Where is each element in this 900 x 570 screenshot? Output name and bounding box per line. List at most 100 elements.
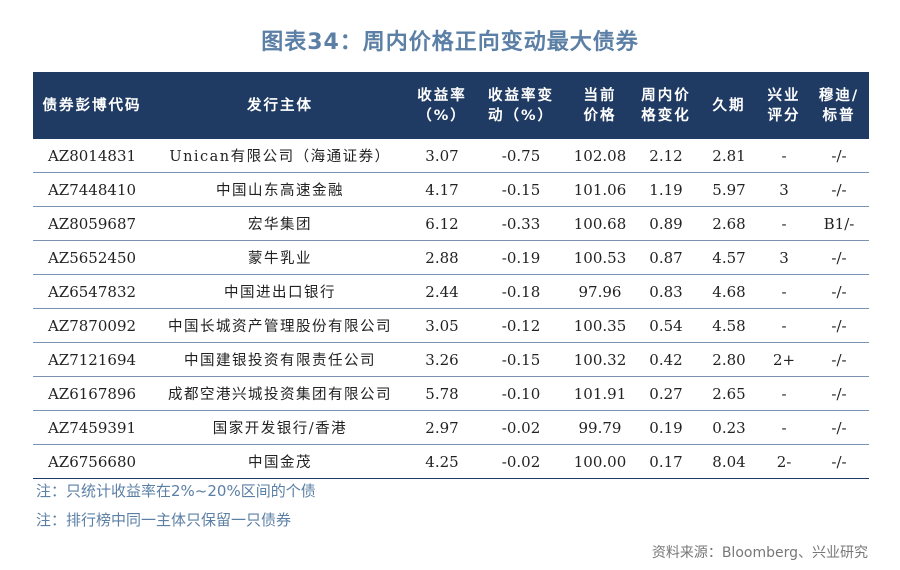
cell-yield: 2.97 <box>409 410 475 445</box>
cell-score: 3 <box>759 240 809 275</box>
cell-issuer: 蒙牛乳业 <box>151 240 409 275</box>
table-row: AZ6547832 中国进出口银行 2.44 -0.18 97.96 0.83 4.68- -… <box>33 274 869 309</box>
cell-rating: -/- <box>809 444 869 479</box>
cell-code: AZ7459391 <box>33 410 151 445</box>
cell-code: AZ5652450 <box>33 240 151 275</box>
cell-yield: 3.05 <box>409 308 475 343</box>
cell-yield-change: -0.33 <box>475 206 567 241</box>
cell-yield-change: -0.75 <box>475 139 567 173</box>
cell-yield: 2.44 <box>409 274 475 309</box>
cell-score: - <box>759 206 809 241</box>
cell-code: AZ7448410 <box>33 172 151 207</box>
cell-code: AZ7121694 <box>33 342 151 377</box>
cell-duration: 2.81 <box>699 139 759 173</box>
cell-score: - <box>759 308 809 343</box>
header-code: 债券彭博代码 <box>33 72 151 139</box>
cell-price-change: 0.17 <box>633 444 699 479</box>
cell-score: - <box>759 410 809 445</box>
cell-rating: -/- <box>809 172 869 207</box>
cell-yield-change: -0.15 <box>475 342 567 377</box>
cell-duration: 8.04 <box>699 444 759 479</box>
cell-price-change: 0.27 <box>633 376 699 411</box>
table-row: AZ7121694 中国建银投资有限责任公司 3.26 -0.15 100.32 0.42… <box>33 342 869 377</box>
cell-price: 101.91 <box>567 376 633 411</box>
cell-rating: -/- <box>809 240 869 275</box>
cell-issuer: 中国建银投资有限责任公司 <box>151 342 409 377</box>
cell-code: AZ6547832 <box>33 274 151 309</box>
cell-price-change: 0.42 <box>633 342 699 377</box>
cell-price-change: 0.89 <box>633 206 699 241</box>
cell-price-change: 0.87 <box>633 240 699 275</box>
cell-price: 97.96 <box>567 274 633 309</box>
cell-price-change: 0.19 <box>633 410 699 445</box>
cell-price: 100.32 <box>567 342 633 377</box>
cell-rating: -/- <box>809 410 869 445</box>
cell-duration: 0.23 <box>699 410 759 445</box>
cell-issuer: 中国进出口银行 <box>151 274 409 309</box>
page-title: 图表34：周内价格正向变动最大债券 <box>261 30 639 55</box>
table-row: AZ7459391 国家开发银行/香港 2.97 -0.02 99.79 0.19 0.23… <box>33 410 869 445</box>
cell-yield: 5.78 <box>409 376 475 411</box>
cell-yield: 3.07 <box>409 139 475 173</box>
table-row: AZ5652450 蒙牛乳业 2.88 -0.19 100.53 0.87 4.57 3 -/- <box>33 240 869 275</box>
cell-yield: 6.12 <box>409 206 475 241</box>
cell-issuer: 成都空港兴城投资集团有限公司 <box>151 376 409 411</box>
cell-price: 100.53 <box>567 240 633 275</box>
bond-table: 债券彭博代码 发行主体 收益率 （%） 收益率变 动（%） 当前 价格 周内价 格变化 … <box>33 72 869 479</box>
header-rating: 穆迪/标普 <box>809 72 869 139</box>
cell-issuer: Unican有限公司（海通证券） <box>151 139 409 173</box>
cell-issuer: 宏华集团 <box>151 206 409 241</box>
cell-yield-change: -0.10 <box>475 376 567 411</box>
cell-yield-change: -0.18 <box>475 274 567 309</box>
cell-price-change: 0.83 <box>633 274 699 309</box>
cell-score: - <box>759 274 809 309</box>
table-row: AZ7870092 中国长城资产管理股份有限公司 3.05 -0.12 100.35 0.… <box>33 308 869 343</box>
cell-rating: -/- <box>809 342 869 377</box>
table-row: AZ6756680 中国金茂 4.25 -0.02 100.00 0.17 8.04 2- -/… <box>33 444 869 479</box>
table-header-row: 债券彭博代码 发行主体 收益率 （%） 收益率变 动（%） 当前 价格 周内价 格变化 … <box>33 72 869 139</box>
cell-price: 102.08 <box>567 139 633 173</box>
cell-price: 101.06 <box>567 172 633 207</box>
cell-duration: 4.58 <box>699 308 759 343</box>
header-yield: 收益率 （%） <box>409 72 475 139</box>
cell-price: 99.79 <box>567 410 633 445</box>
cell-yield-change: -0.02 <box>475 410 567 445</box>
cell-issuer: 中国山东高速金融 <box>151 172 409 207</box>
cell-score: - <box>759 376 809 411</box>
cell-rating: -/- <box>809 274 869 309</box>
cell-code: AZ6167896 <box>33 376 151 411</box>
cell-score: 3 <box>759 172 809 207</box>
cell-yield-change: -0.02 <box>475 444 567 479</box>
cell-duration: 5.97 <box>699 172 759 207</box>
cell-code: AZ6756680 <box>33 444 151 479</box>
cell-yield: 4.17 <box>409 172 475 207</box>
cell-yield: 4.25 <box>409 444 475 479</box>
cell-score: 2- <box>759 444 809 479</box>
cell-yield-change: -0.15 <box>475 172 567 207</box>
cell-price: 100.35 <box>567 308 633 343</box>
cell-duration: 2.80 <box>699 342 759 377</box>
cell-code: AZ8014831 <box>33 139 151 173</box>
cell-rating: B1/- <box>809 206 869 241</box>
cell-duration: 4.57 <box>699 240 759 275</box>
cell-duration: 4.68 <box>699 274 759 309</box>
cell-price: 100.00 <box>567 444 633 479</box>
cell-yield-change: -0.19 <box>475 240 567 275</box>
cell-price-change: 2.12 <box>633 139 699 173</box>
header-issuer: 发行主体 <box>151 72 409 139</box>
cell-yield: 2.88 <box>409 240 475 275</box>
cell-yield-change: -0.12 <box>475 308 567 343</box>
cell-price-change: 1.19 <box>633 172 699 207</box>
cell-rating: -/- <box>809 139 869 173</box>
cell-price: 100.68 <box>567 206 633 241</box>
cell-code: AZ8059687 <box>33 206 151 241</box>
cell-duration: 2.68 <box>699 206 759 241</box>
header-score: 兴业 评分 <box>759 72 809 139</box>
cell-issuer: 中国长城资产管理股份有限公司 <box>151 308 409 343</box>
cell-rating: -/- <box>809 308 869 343</box>
header-price: 当前 价格 <box>567 72 633 139</box>
cell-score: 2+ <box>759 342 809 377</box>
table-row: AZ8059687 宏华集团 6.12 -0.33 100.68 0.89 2.68- B1/… <box>33 206 869 241</box>
header-duration: 久期 <box>699 72 759 139</box>
table-row: AZ7448410 中国山东高速金融 4.17 -0.15 101.06 1.19 5.97… <box>33 172 869 207</box>
